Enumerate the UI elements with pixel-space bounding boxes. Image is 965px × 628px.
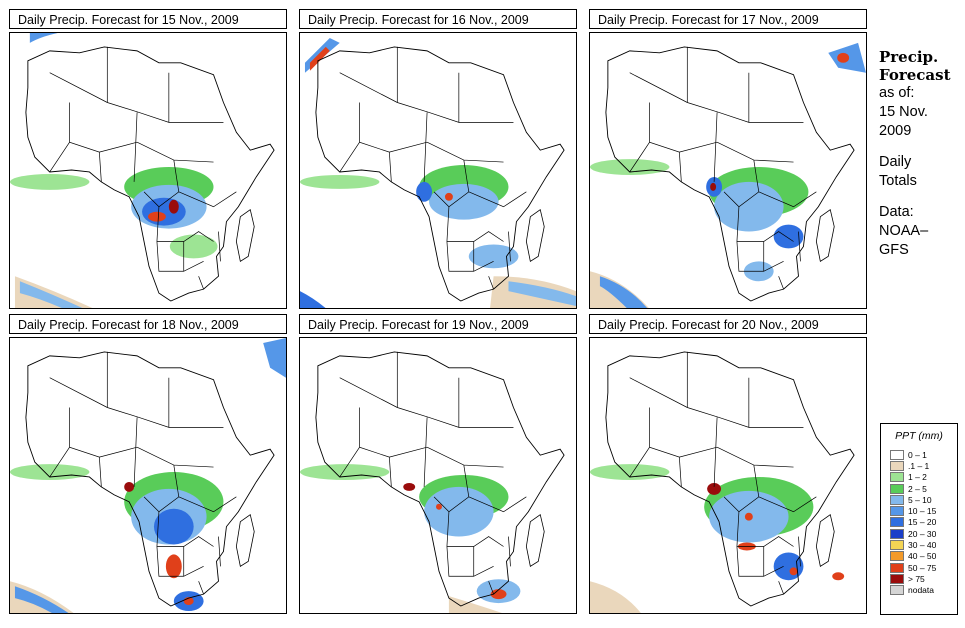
legend-swatch [890, 483, 904, 494]
legend-label: 30 – 40 [908, 540, 937, 551]
legend-item: 1 – 2 [890, 472, 957, 483]
legend-item: 40 – 50 [890, 551, 957, 562]
forecast-panel-20-nov: Daily Precip. Forecast for 20 Nov., 2009 [589, 314, 867, 614]
legend-item: .1 – 1 [890, 460, 957, 471]
legend-swatch [890, 562, 904, 573]
legend-swatch [890, 460, 904, 471]
legend-item: 2 – 5 [890, 483, 957, 494]
legend-item: 15 – 20 [890, 517, 957, 528]
daily-label: Daily [879, 154, 912, 170]
asof-label: as of: [879, 85, 915, 101]
legend-label: 20 – 30 [908, 528, 937, 539]
forecast-panel-19-nov: Daily Precip. Forecast for 19 Nov., 2009 [299, 314, 577, 614]
map-graphic [10, 33, 275, 308]
forecast-panel-17-nov: Daily Precip. Forecast for 17 Nov., 2009 [589, 9, 867, 309]
map-graphic [10, 338, 286, 613]
legend-swatch [890, 472, 904, 483]
legend-item: 5 – 10 [890, 494, 957, 505]
legend-title: PPT (mm) [895, 430, 943, 442]
legend-swatch [890, 585, 904, 596]
map-graphic [300, 351, 565, 613]
precip-map [589, 32, 867, 309]
forecast-panel-18-nov: Daily Precip. Forecast for 18 Nov., 2009 [9, 314, 287, 614]
totals-label: Totals [879, 173, 917, 189]
legend-label: 1 – 2 [908, 472, 927, 483]
precip-map [9, 337, 287, 614]
legend-swatch [890, 449, 904, 460]
legend-label: 50 – 75 [908, 562, 937, 573]
source-label-2: GFS [879, 242, 909, 258]
source-label: NOAA– [879, 223, 929, 239]
legend-swatch [890, 551, 904, 562]
panel-title: Daily Precip. Forecast for 16 Nov., 2009 [299, 9, 577, 29]
legend-label: > 75 [908, 573, 925, 584]
legend-label: 5 – 10 [908, 494, 932, 505]
legend-swatch [890, 573, 904, 584]
precip-map [299, 32, 577, 309]
precip-map [9, 32, 287, 309]
precip-map [299, 337, 577, 614]
legend-label: 2 – 5 [908, 483, 927, 494]
panel-title: Daily Precip. Forecast for 19 Nov., 2009 [299, 314, 577, 334]
map-graphic [300, 37, 576, 308]
legend-swatch [890, 517, 904, 528]
legend-label: nodata [908, 585, 934, 596]
heading-forecast: Forecast [879, 66, 951, 84]
panel-title: Daily Precip. Forecast for 15 Nov., 2009 [9, 9, 287, 29]
forecast-panel-15-nov: Daily Precip. Forecast for 15 Nov., 2009 [9, 9, 287, 309]
legend-swatch [890, 494, 904, 505]
legend-label: 40 – 50 [908, 551, 937, 562]
legend-swatch [890, 506, 904, 517]
map-graphic [590, 42, 866, 308]
precip-map [589, 337, 867, 614]
forecast-panel-16-nov: Daily Precip. Forecast for 16 Nov., 2009 [299, 9, 577, 309]
map-graphic [590, 351, 855, 613]
data-label: Data: [879, 204, 914, 220]
legend-item: 0 – 1 [890, 449, 957, 460]
legend-label: 10 – 15 [908, 506, 937, 517]
legend-label: 0 – 1 [908, 449, 927, 460]
legend-label: .1 – 1 [908, 460, 930, 471]
asof-date: 15 Nov. [879, 104, 928, 120]
legend-item: > 75 [890, 573, 957, 584]
legend-item: 30 – 40 [890, 539, 957, 551]
legend-swatch [890, 528, 904, 539]
legend-item: 10 – 15 [890, 505, 957, 517]
legend-label: 15 – 20 [908, 517, 937, 528]
panel-title: Daily Precip. Forecast for 20 Nov., 2009 [589, 314, 867, 334]
legend-item: 20 – 30 [890, 528, 957, 539]
legend-item: 50 – 75 [890, 562, 957, 573]
panel-title: Daily Precip. Forecast for 18 Nov., 2009 [9, 314, 287, 334]
legend-swatch [890, 540, 904, 551]
panel-title: Daily Precip. Forecast for 17 Nov., 2009 [589, 9, 867, 29]
side-caption: Precip. Forecast as of: 15 Nov. 2009 Dai… [879, 48, 963, 260]
asof-year: 2009 [879, 123, 912, 139]
legend-item: nodata [890, 585, 957, 596]
heading-precip: Precip. [879, 48, 939, 66]
